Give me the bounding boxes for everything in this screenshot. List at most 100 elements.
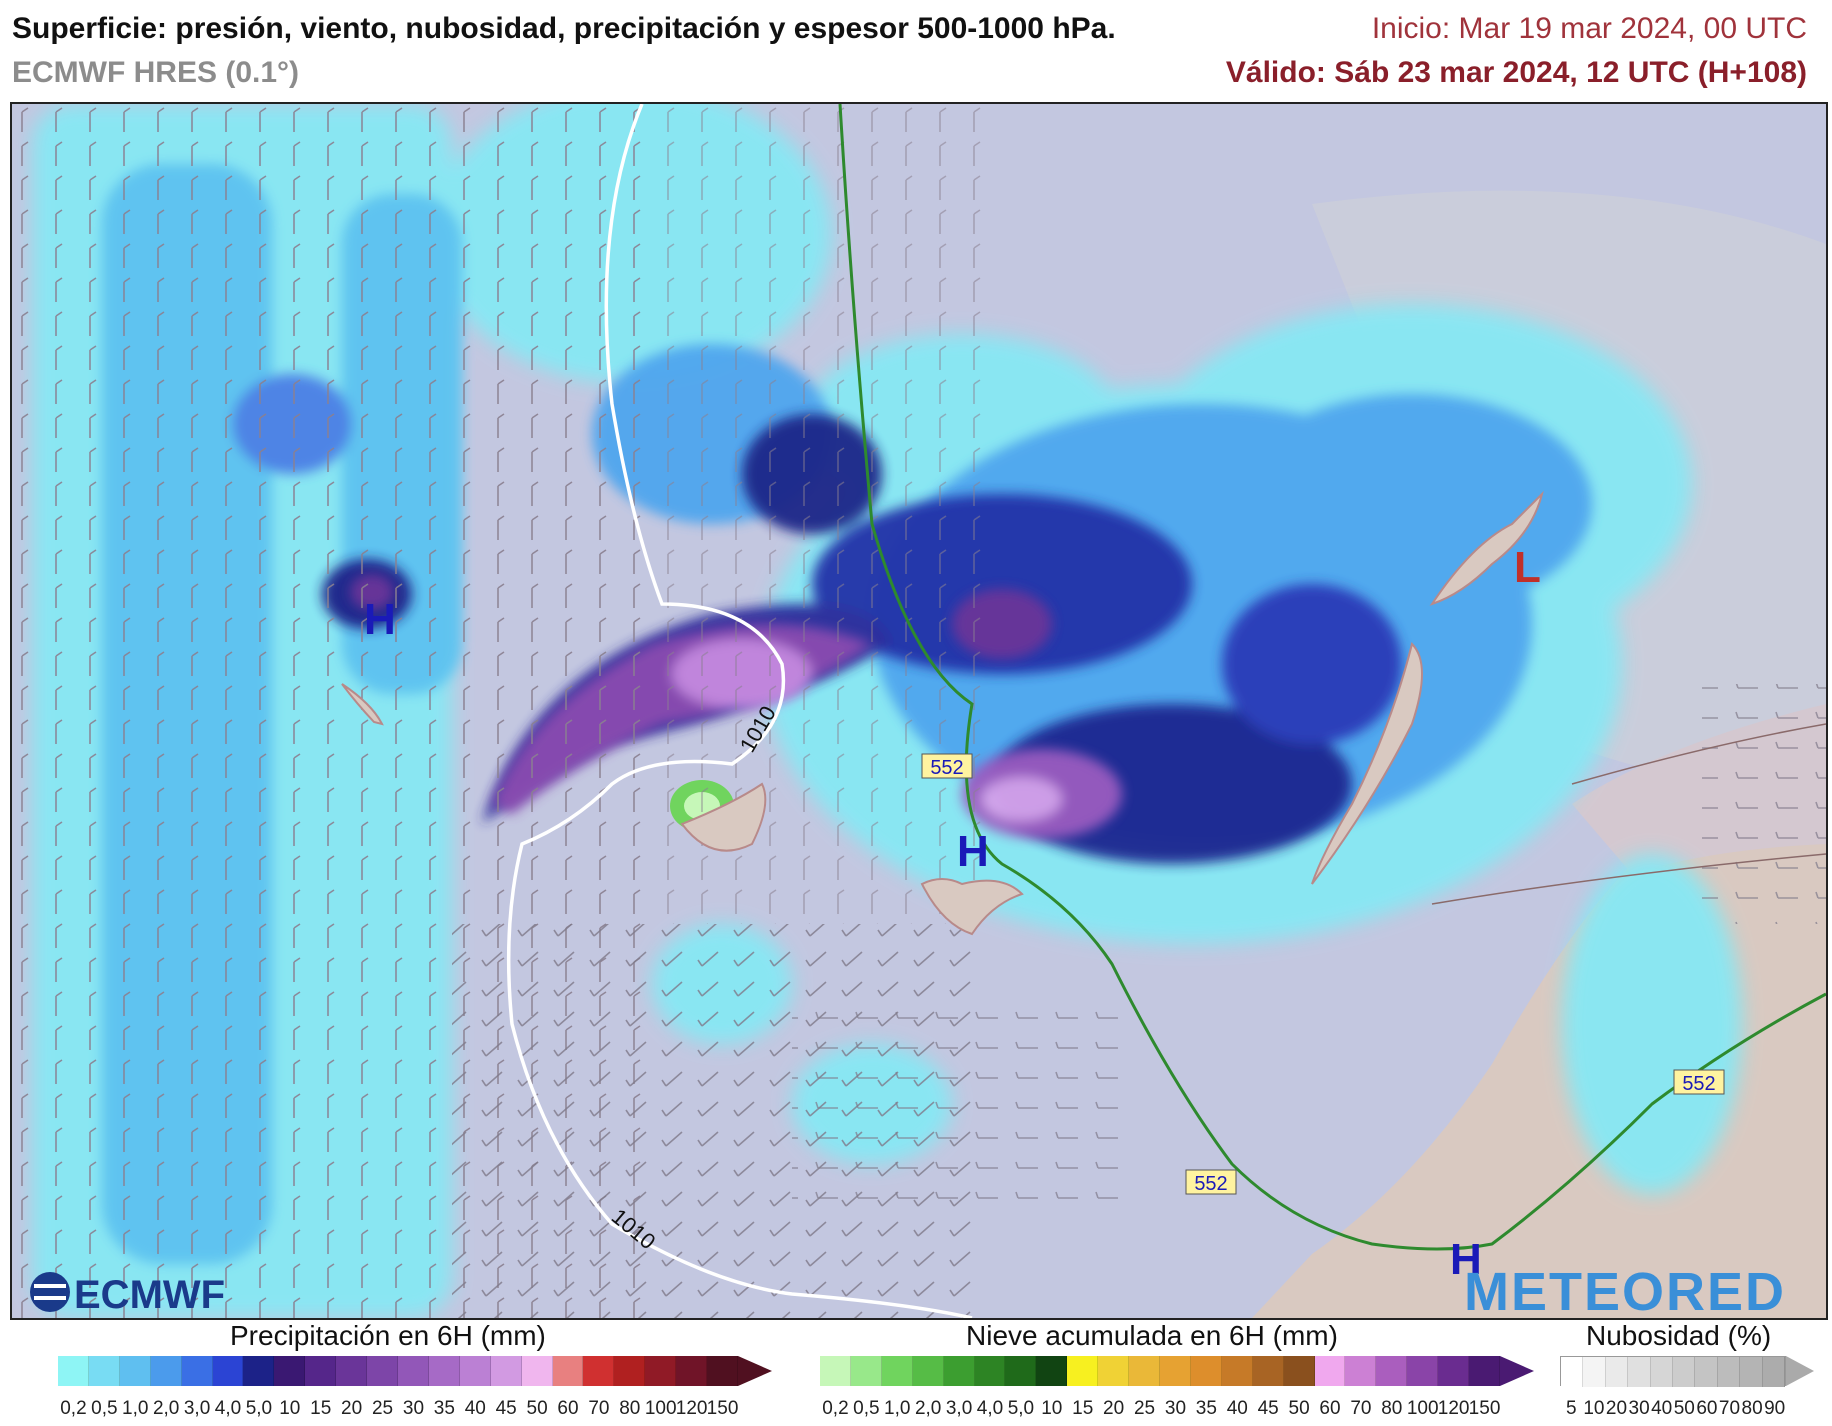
map-title: Superficie: presión, viento, nubosidad, … (12, 12, 1116, 45)
border-line (1431, 853, 1826, 905)
ecmwf-logo-text: ECMWF (74, 1273, 225, 1317)
cloud-swatch (1650, 1357, 1674, 1387)
snow-tick-label: 30 (1164, 1398, 1187, 1419)
precip-swatch (150, 1356, 182, 1386)
snow-swatch (1036, 1356, 1068, 1386)
precip-tick-label: 120 (675, 1398, 708, 1419)
precip-tick-label: 45 (495, 1398, 517, 1419)
cloud-tick-label: 70 (1718, 1398, 1741, 1419)
snow-tick-label: 5,0 (1007, 1398, 1035, 1419)
low-center-1: L (1514, 543, 1541, 592)
precip-swatch (583, 1356, 615, 1386)
snow-tick-label: 50 (1288, 1398, 1310, 1419)
snow-tick-label: 80 (1381, 1398, 1403, 1419)
wind-barbs-east (1702, 684, 1826, 924)
precip-tick-label: 60 (557, 1398, 579, 1419)
precip-swatch (552, 1356, 584, 1386)
thickness-label-1: 552 (930, 757, 963, 779)
snow-swatch (1005, 1356, 1037, 1386)
precip-swatch (397, 1356, 429, 1386)
snow-tick-label: 25 (1133, 1398, 1156, 1419)
precip-tick-label: 30 (402, 1398, 425, 1419)
cloud-colorbar (1560, 1356, 1786, 1387)
ecmwf-logo: ECMWF (30, 1272, 225, 1317)
snow-swatch (1314, 1356, 1346, 1386)
snow-swatch (1407, 1356, 1439, 1386)
precip-legend-title: Precipitación en 6H (mm) (230, 1320, 546, 1351)
precip-tick-label: 0,2 (60, 1398, 87, 1419)
precip-swatch (367, 1356, 398, 1386)
snow-tick-label: 2,0 (914, 1398, 942, 1419)
snow-colorbar-arrow (1500, 1356, 1534, 1386)
cloud-swatch (1762, 1357, 1786, 1387)
precip-tick-label: 15 (310, 1398, 332, 1419)
thickness-label-3: 552 (1682, 1073, 1715, 1095)
snow-swatch (1190, 1356, 1222, 1386)
snow-tick-label: 40 (1226, 1398, 1248, 1419)
snow-legend-title: Nieve acumulada en 6H (mm) (966, 1320, 1338, 1351)
precip-swatch (181, 1356, 213, 1386)
precip-colorbar (58, 1356, 738, 1386)
snow-swatch (1283, 1356, 1315, 1386)
precip-swatch (58, 1356, 89, 1386)
thickness-label-box-2: 552 (1185, 1169, 1237, 1195)
snow-tick-label: 100 (1406, 1398, 1439, 1419)
precip-tick-label: 0,5 (91, 1398, 118, 1419)
precip-swatch (645, 1356, 677, 1386)
isobar-1010 (506, 104, 973, 1318)
precip-swatch (614, 1356, 646, 1386)
precip-tick-label: 80 (619, 1398, 641, 1419)
snow-colorbar (820, 1356, 1500, 1386)
precip-tick-label: 70 (588, 1398, 610, 1419)
precip-swatch (707, 1356, 738, 1386)
snow-tick-label: 35 (1195, 1398, 1217, 1419)
snow-tick-label: 20 (1103, 1398, 1125, 1419)
precip-swatch (428, 1356, 460, 1386)
precip-tick-label: 5,0 (245, 1398, 273, 1419)
snow-swatch (1159, 1356, 1191, 1386)
precip-ticks: 0,2 0,5 1,0 2,0 3,0 4,0 5,0 10 15 20 25 30 35 40 45 50 6… (58, 1398, 738, 1422)
snow-swatch (1098, 1356, 1130, 1386)
cloud-tick-label: 50 (1673, 1398, 1695, 1419)
valid-time: Válido: Sáb 23 mar 2024, 12 UTC (H+108) (1225, 56, 1807, 89)
snow-swatch (912, 1356, 944, 1386)
thickness-label-box-1: 552 (921, 753, 973, 779)
precip-tick-label: 25 (371, 1398, 394, 1419)
precip-swatch (521, 1356, 553, 1386)
snow-tick-label: 70 (1350, 1398, 1372, 1419)
islands (341, 490, 1544, 936)
snow-swatch (820, 1356, 851, 1386)
cloud-tick-label: 20 (1605, 1398, 1628, 1419)
precip-tick-label: 4,0 (214, 1398, 242, 1419)
cloud-swatch (1561, 1357, 1584, 1387)
border-line-2 (1571, 723, 1826, 785)
precip-swatch (274, 1356, 306, 1386)
precip-tick-label: 1,0 (122, 1398, 149, 1419)
cloud-swatch (1740, 1357, 1763, 1387)
snow-swatch (974, 1356, 1006, 1386)
weather-map[interactable]: 1010 1010 552 552 552 H H H L ECMWF METE… (10, 102, 1828, 1320)
snow-swatch (1221, 1356, 1253, 1386)
precip-tick-label: 40 (464, 1398, 486, 1419)
precip-swatch (676, 1356, 708, 1386)
snow-swatch (1345, 1356, 1377, 1386)
snow-swatch (1129, 1356, 1160, 1386)
cloud-tick-label: 60 (1696, 1398, 1718, 1419)
precip-tick-label: 20 (341, 1398, 363, 1419)
snow-tick-label: 3,0 (945, 1398, 973, 1419)
snow-swatch (943, 1356, 975, 1386)
high-center-2: H (957, 827, 989, 876)
cloud-tick-label: 5 (1566, 1398, 1577, 1419)
cloud-tick-label: 30 (1628, 1398, 1650, 1419)
snow-swatch (1252, 1356, 1284, 1386)
init-time: Inicio: Mar 19 mar 2024, 00 UTC (1371, 12, 1807, 45)
snow-swatch (850, 1356, 882, 1386)
precip-tick-label: 3,0 (183, 1398, 211, 1419)
snow-tick-label: 45 (1257, 1398, 1279, 1419)
high-center-1: H (364, 595, 396, 644)
snow-tick-label: 4,0 (976, 1398, 1004, 1419)
cloud-tick-label: 10 (1583, 1398, 1605, 1419)
precip-swatch (243, 1356, 275, 1386)
precip-swatch (490, 1356, 522, 1386)
precip-swatch (119, 1356, 151, 1386)
